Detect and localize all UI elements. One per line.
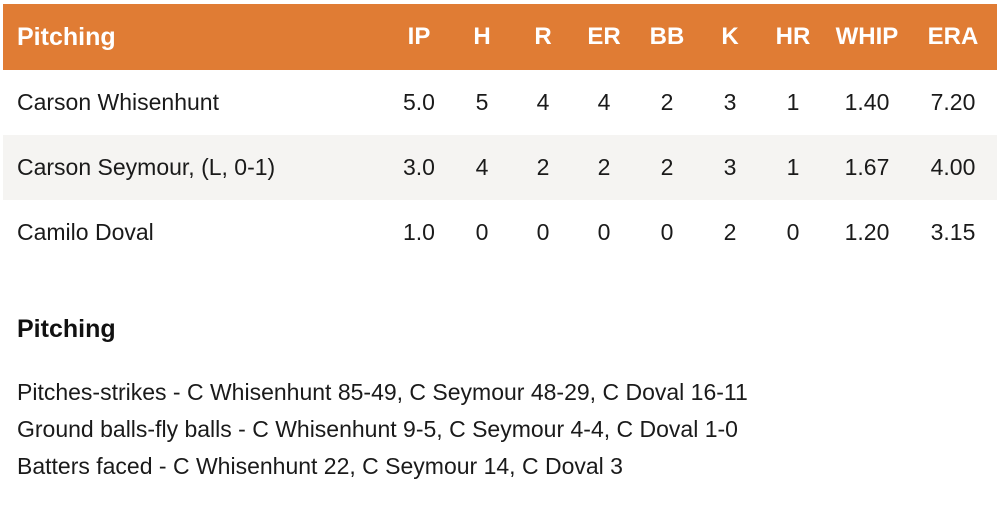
stat-er: 0 <box>597 219 611 245</box>
stat-k: 3 <box>723 89 737 115</box>
stat-h: 4 <box>475 154 489 180</box>
table-header-pitching: Pitching <box>17 22 116 51</box>
pitching-notes-section: Pitching Pitches-strikes - C Whisenhunt … <box>17 315 983 485</box>
stat-er: 2 <box>597 154 611 180</box>
column-header-r: R <box>534 23 552 50</box>
column-header-h: H <box>473 23 491 50</box>
stat-bb: 2 <box>660 89 674 115</box>
column-header-ip: IP <box>407 23 431 50</box>
stat-era: 7.20 <box>930 89 976 115</box>
column-header-k: K <box>721 23 739 50</box>
stat-era: 3.15 <box>930 219 976 245</box>
stat-hr: 0 <box>786 219 800 245</box>
stat-whip: 1.20 <box>844 219 890 245</box>
column-header-hr: HR <box>775 23 811 50</box>
stat-k: 2 <box>723 219 737 245</box>
stat-hr: 1 <box>786 154 800 180</box>
column-header-era: ERA <box>927 23 979 50</box>
stat-k: 3 <box>723 154 737 180</box>
note-line-batters-faced: Batters faced - C Whisenhunt 22, C Seymo… <box>17 453 623 479</box>
stat-er: 4 <box>597 89 611 115</box>
stat-hr: 1 <box>786 89 800 115</box>
stat-whip: 1.67 <box>844 154 890 180</box>
stat-ip: 5.0 <box>403 89 435 115</box>
table-header-row: Pitching IP H R ER BB K HR WHIP ERA <box>3 4 997 70</box>
note-line-pitches-strikes: Pitches-strikes - C Whisenhunt 85-49, C … <box>17 379 748 405</box>
stat-h: 5 <box>475 89 489 115</box>
pitcher-name: Camilo Doval <box>17 219 154 245</box>
column-header-er: ER <box>587 23 621 50</box>
table-row: Camilo Doval 1.0 0 0 0 0 2 0 1.20 3.15 <box>3 200 997 265</box>
stat-ip: 1.0 <box>403 219 435 245</box>
stat-whip: 1.40 <box>844 89 890 115</box>
column-header-whip: WHIP <box>835 23 899 50</box>
stat-bb: 0 <box>660 219 674 245</box>
note-line-ground-fly: Ground balls-fly balls - C Whisenhunt 9-… <box>17 416 738 442</box>
notes-heading: Pitching <box>17 315 116 343</box>
column-header-bb: BB <box>649 23 685 50</box>
stat-bb: 2 <box>660 154 674 180</box>
stat-r: 4 <box>536 89 550 115</box>
table-row: Carson Whisenhunt 5.0 5 4 4 2 3 1 1.40 7… <box>3 70 997 135</box>
table-row: Carson Seymour, (L, 0-1) 3.0 4 2 2 2 3 1… <box>3 135 997 200</box>
stat-ip: 3.0 <box>403 154 435 180</box>
stat-r: 2 <box>536 154 550 180</box>
stat-era: 4.00 <box>930 154 976 180</box>
pitcher-name: Carson Seymour, (L, 0-1) <box>17 154 276 180</box>
pitcher-name: Carson Whisenhunt <box>17 89 219 115</box>
stat-h: 0 <box>475 219 489 245</box>
pitching-table: Pitching IP H R ER BB K HR WHIP ERA Cars… <box>3 4 997 265</box>
stat-r: 0 <box>536 219 550 245</box>
